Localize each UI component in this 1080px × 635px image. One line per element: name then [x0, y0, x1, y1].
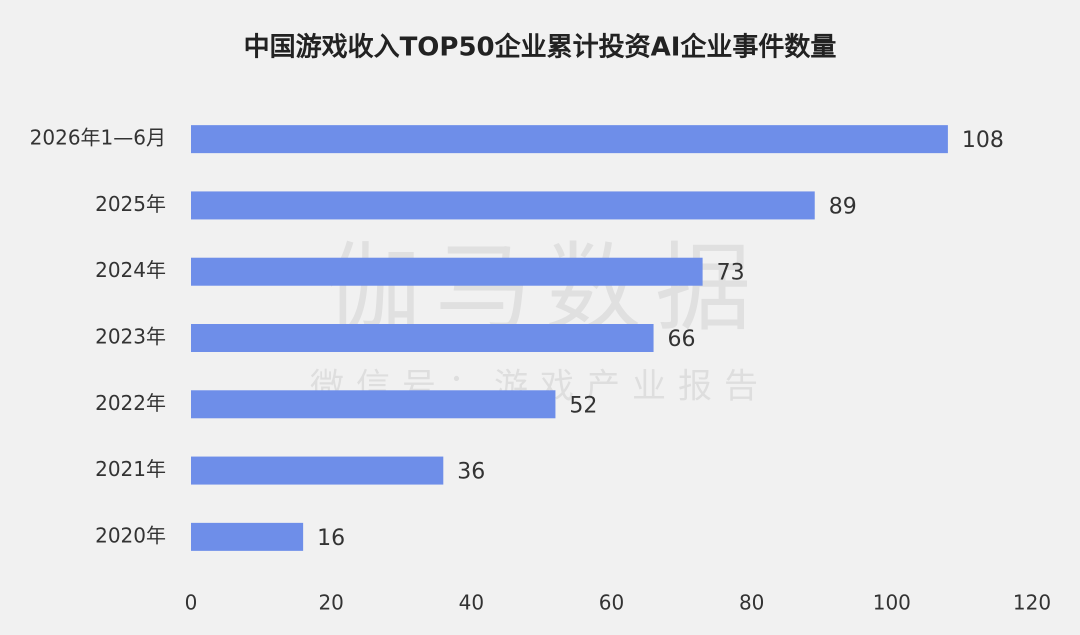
y-tick-label: 2024年 — [95, 258, 166, 282]
value-label: 16 — [317, 526, 345, 551]
y-tick-label: 2025年 — [95, 192, 166, 216]
y-tick-label: 2022年 — [95, 391, 166, 415]
bar — [191, 390, 556, 419]
y-tick-label: 2020年 — [95, 523, 166, 547]
bar — [191, 191, 815, 220]
value-label: 36 — [457, 460, 485, 485]
bar — [191, 324, 654, 352]
x-tick-label: 60 — [599, 591, 624, 615]
y-tick-label: 2026年1—6月 — [30, 126, 166, 150]
bar — [191, 456, 444, 485]
x-tick-label: 40 — [459, 591, 484, 615]
bar — [191, 522, 304, 551]
y-tick-label: 2023年 — [95, 325, 166, 349]
bar — [191, 125, 948, 154]
value-label: 108 — [962, 128, 1004, 153]
value-label: 89 — [829, 194, 857, 219]
x-tick-label: 20 — [318, 591, 343, 615]
x-tick-label: 0 — [185, 591, 198, 615]
bar — [191, 257, 703, 286]
chart-title: 中国游戏收入TOP50企业累计投资AI企业事件数量 — [244, 32, 837, 63]
value-label: 73 — [717, 261, 745, 286]
x-tick-label: 100 — [873, 591, 911, 615]
value-label: 66 — [668, 327, 696, 352]
x-tick-label: 80 — [739, 591, 764, 615]
x-tick-label: 120 — [1013, 591, 1051, 615]
y-tick-label: 2021年 — [95, 457, 166, 481]
value-label: 52 — [569, 393, 597, 418]
